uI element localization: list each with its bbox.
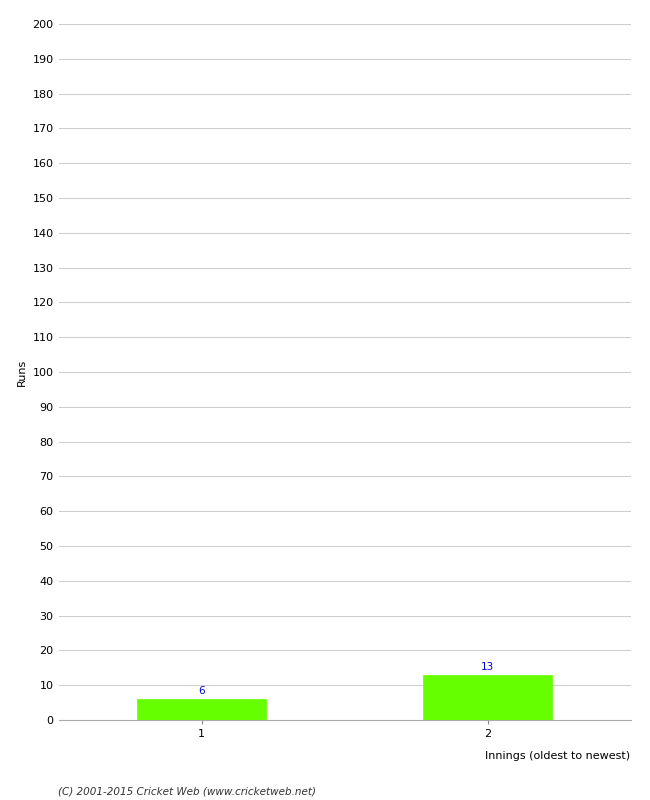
Bar xyxy=(137,699,266,720)
Bar xyxy=(423,674,552,720)
Text: 6: 6 xyxy=(198,686,205,696)
Y-axis label: Runs: Runs xyxy=(17,358,27,386)
Text: 13: 13 xyxy=(481,662,494,672)
Text: (C) 2001-2015 Cricket Web (www.cricketweb.net): (C) 2001-2015 Cricket Web (www.cricketwe… xyxy=(58,786,317,796)
Text: Innings (oldest to newest): Innings (oldest to newest) xyxy=(486,751,630,762)
